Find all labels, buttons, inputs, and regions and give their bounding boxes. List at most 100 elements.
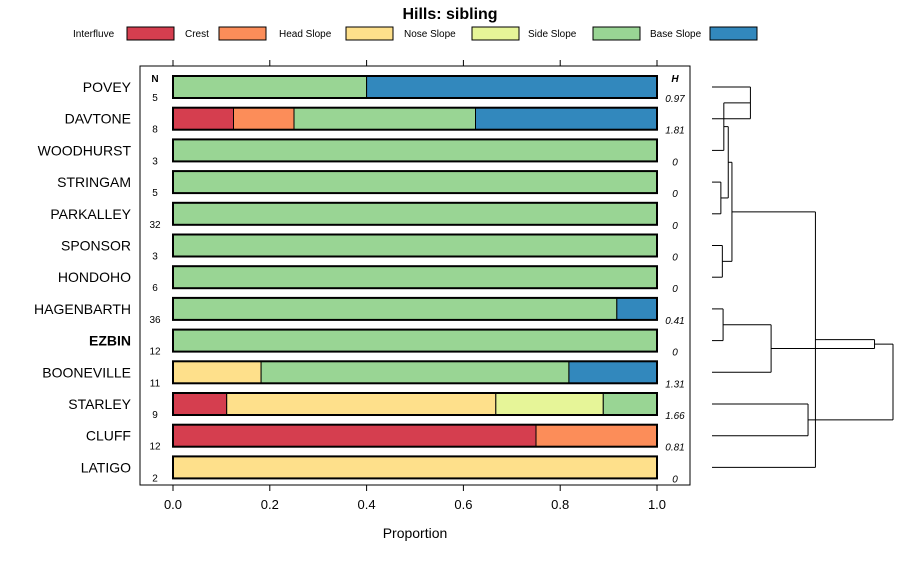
bar-row: SPONSOR 3 0	[61, 233, 678, 264]
legend-swatch-0	[126, 26, 175, 41]
row-label: PARKALLEY	[50, 206, 131, 222]
bar-segment-interfluve	[172, 424, 537, 448]
x-tick-label: 0.0	[164, 497, 182, 512]
row-n-value: 12	[149, 347, 161, 358]
row-h-value: 0.97	[665, 94, 685, 105]
bar-segment-nose-slope	[495, 392, 604, 416]
legend-swatch-1	[218, 26, 267, 41]
bar-segment-base-slope	[616, 297, 658, 321]
bar-row: POVEY 5 0.97	[83, 75, 685, 105]
bar-row: HONDOHO 6 0	[58, 265, 678, 295]
bar-outline	[172, 138, 658, 163]
x-tick-label: 1.0	[648, 497, 666, 512]
bar-row: STRINGAM 5 0	[57, 170, 678, 200]
bar-segment-side-slope	[172, 234, 658, 257]
row-h-value: 0.41	[665, 316, 684, 327]
bar-segment-side-slope	[172, 329, 658, 353]
plot-frame	[139, 65, 691, 486]
bar-segment-side-slope	[172, 170, 658, 194]
row-h-value: 0	[672, 157, 678, 168]
bar-row: STARLEY 9 1.66	[68, 392, 685, 422]
bar-segment-crest	[233, 107, 295, 131]
row-h-value: 1.81	[665, 126, 684, 137]
bar-outline	[172, 328, 658, 353]
row-h-value: 0	[672, 253, 678, 264]
row-n-value: 32	[149, 220, 161, 231]
row-h-value: 0	[672, 474, 678, 485]
legend-label-3: Nose Slope	[404, 29, 456, 40]
row-n-value: 5	[152, 93, 158, 104]
legend-label-4: Side Slope	[528, 29, 577, 40]
legend-label-5: Base Slope	[650, 29, 702, 40]
bar-segment-side-slope	[172, 202, 658, 226]
legend-swatch-2	[345, 26, 394, 41]
x-axis: 0.0 0.2 0.4 0.6 0.8 1.0	[164, 60, 666, 512]
row-h-value: 0	[672, 284, 678, 295]
bar-outline	[172, 265, 658, 290]
legend-label-2: Head Slope	[279, 29, 332, 40]
row-label: HONDOHO	[58, 269, 131, 285]
bar-outline	[172, 75, 658, 99]
x-tick-label: 0.6	[454, 497, 472, 512]
row-label: DAVTONE	[65, 111, 131, 127]
row-n-value: 2	[152, 473, 158, 484]
bar-row: EZBIN 12 0	[89, 328, 678, 359]
row-h-value: 0.81	[665, 443, 684, 454]
row-label: BOONEVILLE	[42, 364, 131, 380]
row-n-value: 3	[152, 252, 158, 263]
bar-segment-base-slope	[568, 360, 658, 384]
bar-segment-base-slope	[366, 75, 658, 99]
row-label: STRINGAM	[57, 174, 131, 190]
dendrogram	[712, 86, 894, 468]
legend-swatch-5	[709, 26, 758, 41]
x-tick-label: 0.4	[358, 497, 376, 512]
row-n-value: 3	[152, 156, 158, 167]
bar-outline	[172, 233, 658, 258]
n-column-header: N	[151, 74, 158, 85]
legend-swatch-3	[471, 26, 520, 41]
bar-outline	[172, 423, 658, 448]
bar-outline	[172, 296, 658, 321]
bar-segment-interfluve	[172, 392, 228, 416]
bar-outline	[172, 170, 658, 195]
bar-segment-side-slope	[172, 75, 368, 99]
legend-label-0: Interfluve	[73, 29, 115, 40]
legend-label-1: Crest	[185, 29, 209, 40]
chart-title: Hills: sibling	[402, 6, 497, 23]
row-n-value: 5	[152, 188, 158, 199]
bar-row: HAGENBARTH 36 0.41	[34, 296, 685, 327]
row-label: EZBIN	[89, 333, 131, 349]
bar-segment-side-slope	[172, 265, 658, 289]
bar-outline	[172, 106, 658, 131]
row-n-value: 12	[149, 442, 161, 453]
row-h-value: 1.66	[665, 411, 685, 422]
legend-swatch-4	[592, 26, 641, 41]
row-n-value: 36	[149, 315, 161, 326]
bar-row: LATIGO 2 0	[81, 455, 678, 485]
row-label: HAGENBARTH	[34, 301, 131, 317]
legend: Interfluve Crest Head Slope Nose Slope Side …	[73, 26, 758, 41]
h-column-header: H	[671, 74, 679, 85]
row-n-value: 6	[152, 283, 158, 294]
bar-outline	[172, 360, 658, 385]
row-h-value: 1.31	[665, 379, 684, 390]
row-n-value: 8	[152, 125, 158, 136]
bar-segment-crest	[535, 424, 658, 448]
bar-segment-head-slope	[226, 392, 497, 416]
bar-outline	[172, 392, 658, 416]
bar-segment-side-slope	[293, 107, 476, 131]
row-label: STARLEY	[68, 396, 131, 412]
bar-segment-side-slope	[602, 392, 658, 416]
bar-segment-interfluve	[172, 107, 234, 131]
bar-segment-head-slope	[172, 455, 658, 479]
bar-segment-head-slope	[172, 360, 262, 384]
row-h-value: 0	[672, 189, 678, 200]
x-tick-label: 0.8	[551, 497, 569, 512]
row-label: CLUFF	[86, 428, 131, 444]
x-axis-title: Proportion	[383, 525, 448, 541]
row-label: WOODHURST	[38, 142, 132, 158]
row-h-value: 0	[672, 221, 678, 232]
